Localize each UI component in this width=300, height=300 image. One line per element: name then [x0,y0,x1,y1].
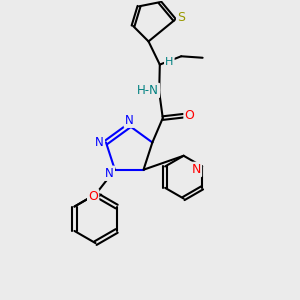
Text: N: N [105,167,114,180]
Text: O: O [88,190,98,203]
Text: O: O [184,109,194,122]
Text: N: N [191,163,201,176]
Text: N: N [125,114,134,127]
Text: H: H [165,57,173,67]
Text: S: S [177,11,185,23]
Text: N: N [95,136,104,149]
Text: H-N: H-N [137,84,159,97]
